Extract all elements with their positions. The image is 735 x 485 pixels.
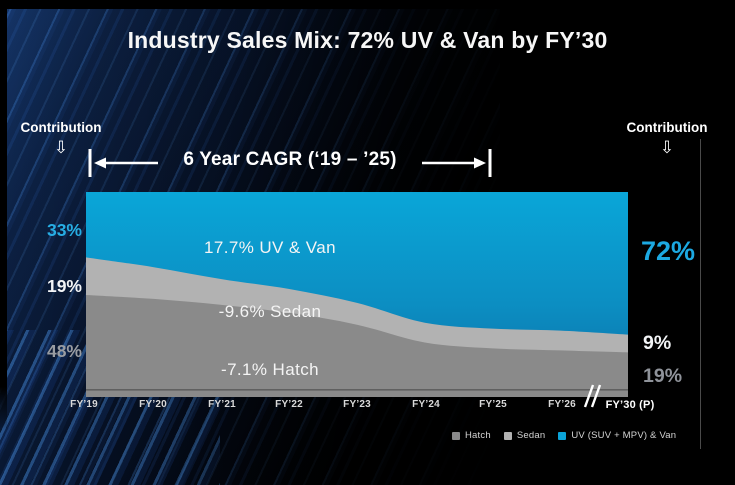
left-value-uv: 33% — [46, 220, 82, 240]
letterbox-top — [0, 0, 735, 9]
page-title: Industry Sales Mix: 72% UV & Van by FY’3… — [127, 27, 608, 53]
left-value-sedan: 19% — [46, 276, 82, 296]
x-axis-label: FY’23 — [343, 399, 371, 410]
right-divider-line — [700, 139, 701, 449]
axis-break-icon — [583, 384, 602, 408]
x-axis-label: FY’24 — [412, 399, 440, 410]
contribution-right-label: Contribution — [626, 120, 708, 135]
down-arrow-icon: ⇩ — [659, 138, 675, 158]
legend-item: Sedan — [503, 430, 546, 441]
x-axis-label: FY’25 — [479, 399, 507, 410]
down-arrow-icon: ⇩ — [53, 138, 69, 158]
x-axis-label: FY’21 — [208, 399, 236, 410]
baseline — [86, 389, 628, 391]
right-value-uv: 72% — [641, 236, 696, 266]
cagr-label: 6 Year CAGR (‘19 – ’25) — [183, 149, 397, 170]
uv-area-label: 17.7% UV & Van — [204, 238, 336, 257]
legend-swatch — [558, 431, 567, 440]
legend-item: Hatch — [452, 430, 491, 441]
cagr-span-arrow — [88, 149, 492, 177]
right-value-sedan: 9% — [643, 332, 672, 354]
legend-swatch — [503, 431, 512, 440]
contribution-header-left: Contribution ⇩ — [16, 120, 106, 157]
right-value-hatch: 19% — [643, 365, 683, 387]
legend-item: UV (SUV + MPV) & Van — [558, 430, 676, 441]
sedan-area-label: -9.6% Sedan — [218, 302, 322, 321]
legend-label: Sedan — [516, 430, 546, 441]
x-axis-label: FY’20 — [139, 399, 167, 410]
x-axis-label: FY’22 — [275, 399, 303, 410]
contribution-header-right: Contribution ⇩ — [622, 120, 712, 157]
x-axis-label: FY’26 — [548, 399, 576, 410]
chart-legend: Hatch Sedan UV (SUV + MPV) & Van — [452, 430, 676, 441]
legend-label: UV (SUV + MPV) & Van — [571, 430, 677, 441]
letterbox-left — [0, 0, 7, 430]
hatch-area-label: -7.1% Hatch — [221, 360, 319, 379]
stacked-area-chart — [86, 192, 628, 397]
legend-swatch — [452, 431, 460, 440]
x-axis-label: FY’19 — [70, 399, 98, 410]
contribution-left-label: Contribution — [20, 120, 102, 135]
hatch-area — [86, 294, 628, 397]
legend-label: Hatch — [465, 430, 491, 441]
x-axis-label: FY’30 (P) — [605, 399, 655, 411]
left-value-hatch: 48% — [46, 341, 82, 361]
